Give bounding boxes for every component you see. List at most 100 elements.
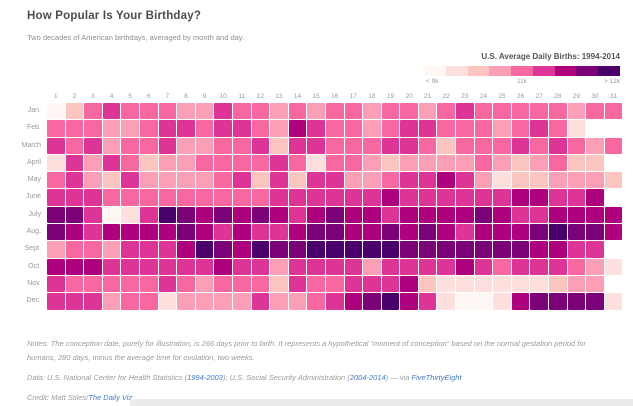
heatmap-cell	[418, 206, 437, 224]
heatmap-cell	[251, 206, 270, 224]
heatmap-cell	[511, 224, 530, 241]
heatmap-cell	[177, 154, 195, 172]
heatmap-cell	[511, 154, 530, 172]
heatmap-cell	[604, 206, 623, 224]
heatmap-cell	[177, 189, 195, 206]
heatmap-cell	[474, 293, 493, 310]
day-label: 19	[386, 93, 395, 100]
heatmap-cell	[195, 206, 214, 224]
heatmap-cell	[84, 258, 102, 275]
footer-link-1994-2003[interactable]: 1994-2003	[187, 372, 223, 382]
heatmap-cell	[493, 275, 511, 293]
heatmap-cell	[102, 258, 121, 275]
heatmap-cell	[567, 258, 586, 275]
heatmap-cell	[381, 137, 400, 154]
heatmap-row: Sept.	[0, 241, 622, 258]
heatmap-cell	[474, 120, 493, 137]
heatmap-cell	[251, 258, 270, 275]
heatmap-cell	[251, 137, 270, 154]
heatmap-row-cells	[47, 275, 622, 293]
heatmap-cell	[214, 224, 232, 241]
heatmap-cell	[65, 103, 84, 120]
heatmap-cell	[121, 206, 139, 224]
heatmap-cell	[288, 103, 307, 120]
heatmap-cell	[493, 154, 511, 172]
heatmap-cell	[363, 206, 381, 224]
day-label: 27	[535, 93, 543, 100]
heatmap-cell	[288, 137, 307, 154]
heatmap-cell	[307, 206, 325, 224]
heatmap-cell	[381, 172, 400, 189]
heatmap-cell	[493, 258, 511, 275]
heatmap-cell	[307, 293, 325, 310]
heatmap-row: May	[0, 172, 623, 189]
heatmap-cell	[381, 154, 400, 172]
heatmap-row-cells	[47, 293, 623, 310]
day-label: 7	[165, 93, 170, 100]
month-label: May	[27, 176, 41, 184]
day-label: 24	[479, 93, 488, 100]
heatmap-cell	[363, 258, 381, 275]
heatmap-cell	[344, 154, 363, 172]
day-label: 12	[256, 93, 264, 100]
footer-link-2004-2014[interactable]: 2004-2014	[349, 372, 386, 382]
heatmap-cell	[511, 241, 530, 258]
color-legend: U.S. Average Daily Births: 1994-2014 < 9…	[424, 52, 621, 87]
heatmap-cell	[195, 120, 214, 137]
page-bottom-divider	[130, 399, 633, 406]
heatmap-cell	[418, 120, 437, 137]
heatmap-cell	[102, 120, 121, 137]
heatmap-cell	[530, 154, 549, 172]
heatmap-cell	[232, 137, 251, 154]
heatmap-cell	[158, 189, 177, 206]
legend-labels: < 9k 11k > 12k	[424, 78, 620, 87]
heatmap-cell	[121, 293, 139, 310]
heatmap-cell	[400, 206, 418, 224]
heatmap-cell	[307, 154, 325, 172]
heatmap-cell	[437, 241, 456, 258]
heatmap-cell	[493, 241, 511, 258]
day-label: 30	[591, 93, 599, 100]
heatmap-cell	[214, 120, 232, 137]
heatmap-cell	[214, 293, 232, 310]
heatmap-cell	[344, 120, 363, 137]
heatmap-cell	[530, 275, 549, 293]
heatmap-cell	[195, 275, 214, 293]
heatmap-cell	[567, 206, 586, 224]
heatmap-cell	[288, 258, 307, 275]
heatmap-cell	[47, 224, 65, 241]
heatmap-cell	[270, 137, 288, 154]
heatmap-cell	[456, 120, 474, 137]
heatmap-cell	[177, 224, 195, 241]
heatmap-cell	[232, 293, 251, 310]
heatmap-cell	[511, 275, 530, 293]
day-label: 2	[72, 93, 77, 100]
legend-swatch	[532, 66, 555, 76]
heatmap-cell	[307, 103, 325, 120]
heatmap-cell	[530, 103, 549, 120]
heatmap-cell	[195, 293, 214, 310]
heatmap-cell	[102, 293, 121, 310]
heatmap-cell	[456, 275, 474, 293]
heatmap-cell	[214, 172, 232, 189]
page-title: How Popular Is Your Birthday?	[27, 10, 202, 22]
heatmap-cell	[47, 120, 65, 137]
day-label: 14	[293, 93, 302, 100]
heatmap-cell	[530, 137, 549, 154]
heatmap-cell	[65, 137, 84, 154]
footer-link-daily-viz[interactable]: The Daily Viz	[88, 392, 133, 402]
heatmap-cell	[418, 258, 437, 275]
heatmap-cell	[437, 293, 456, 310]
heatmap-cell	[530, 172, 549, 189]
footer-link-fivethirtyeight[interactable]: FiveThirtyEight	[411, 372, 462, 382]
heatmap-cell	[604, 293, 623, 310]
heatmap-cell	[121, 137, 139, 154]
heatmap-cell	[325, 206, 344, 224]
heatmap-cell	[251, 120, 270, 137]
heatmap-cell	[474, 275, 493, 293]
heatmap-cell	[474, 206, 493, 224]
heatmap-cell	[456, 224, 474, 241]
legend-swatch	[489, 66, 512, 76]
heatmap-cell	[456, 137, 474, 154]
